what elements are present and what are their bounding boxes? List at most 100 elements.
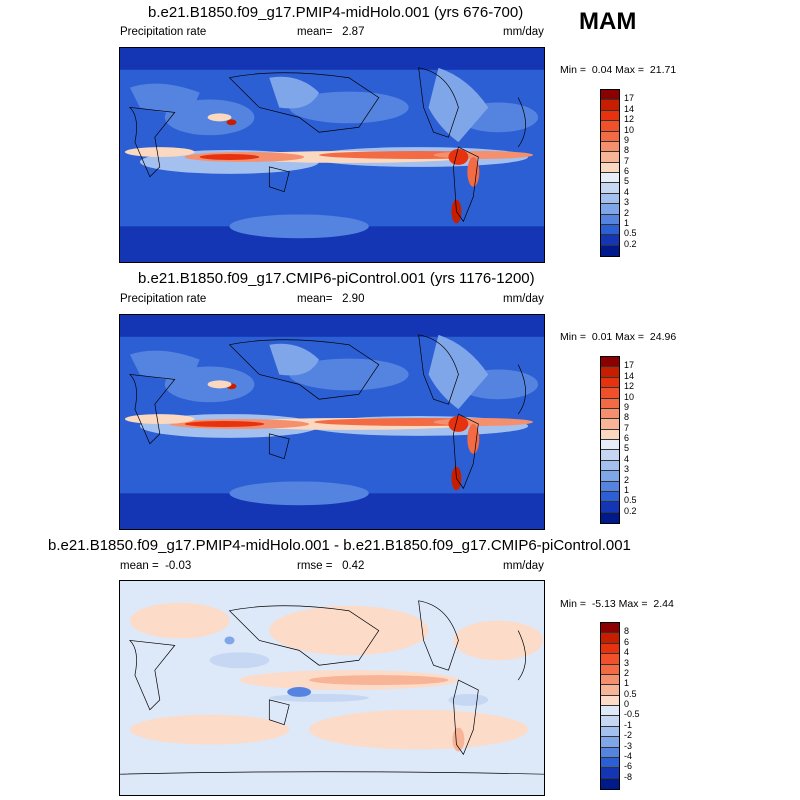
panel1-colorbar-swatch [601,193,619,205]
panel1-colorbar-tick-label: 9 [624,134,630,145]
panel1-colorbar-tick-label: 0.5 [624,228,637,239]
panel1-colorbar-swatch [601,141,619,153]
panel2-colorbar-swatch [601,512,619,523]
panel2-colorbar-swatch [601,377,619,389]
panel1-colorbar-tick-label: 1 [624,217,630,228]
panel3-colorbar-tick-label: -8 [624,771,633,782]
panel1-min-value: 0.04 [591,64,613,76]
panel3-max-value: 2.44 [653,598,674,610]
panel2-colorbar-tick-label: 1 [624,484,630,495]
panel1-colorbar-swatch [601,121,619,132]
panel1-colorbar-tick-label: 0.2 [624,238,637,249]
panel3-colorbar-tick-label: 2 [624,667,630,678]
panel2-precip-map [119,314,545,530]
panel2-min-label: Min = [560,331,586,343]
panel3-colorbar-swatch [601,654,619,665]
panel1-max-label: Max = [615,64,645,76]
panel2-colorbar-tick-label: 9 [624,401,630,412]
panel3-colorbar-tick-label: 1 [624,678,630,689]
panel1-colorbar-swatch [601,224,619,236]
panel3-mean-value: -0.03 [165,560,192,572]
panel2-colorbar-tick-label: 6 [624,433,630,443]
panel3-difference-map [119,580,545,796]
panel3-colorbar-tick-label: -3 [624,740,633,751]
panel2-colorbar-tick-label: 3 [624,464,630,475]
panel1-colorbar-swatch [601,204,619,215]
panel2-colorbar-swatch [601,491,619,503]
panel3-colorbar-swatch [601,685,619,696]
panel3-colorbar-tick-label: -2 [624,730,633,741]
panel3-colorbar-swatch [601,737,619,748]
panel2-colorbar-tick-label: 4 [624,453,630,464]
panel2-colorbar-swatch [601,450,619,461]
panel2-colorbar-swatch [601,440,619,451]
panel3-rmse: rmse = 0.42 [297,560,364,572]
panel3-rmse-label: rmse = [297,560,333,572]
panel1-min-label: Min = [560,64,586,76]
panel1-colorbar-swatch [601,173,619,184]
panel2-mean-value: 2.90 [342,293,365,305]
panel2-mean: mean= 2.90 [297,293,364,305]
panel2-colorbar-tick-label: 5 [624,443,630,454]
panel1-colorbar [600,89,620,257]
panel3-rmse-value: 0.42 [342,560,365,572]
panel3-colorbar-swatch [601,768,619,779]
panel1-colorbar-tick-label: 3 [624,197,630,208]
panel3-mean-label: mean = [120,560,159,572]
panel3-colorbar-swatch [601,695,619,706]
panel2-colorbar-tick-label: 0.2 [624,505,637,516]
panel3-colorbar-swatch [601,716,619,727]
panel1-mean-label: mean= [297,26,333,38]
panel3-colorbar-tick-label: 3 [624,657,630,668]
panel1-max-value: 21.71 [649,64,677,76]
panel2-colorbar-tick-label: 8 [624,412,630,423]
panel3-colorbar-swatch [601,778,619,789]
panel1-colorbar-swatch [601,131,619,142]
panel1-mean-value: 2.87 [342,26,365,38]
panel2-max-value: 24.96 [649,331,677,343]
panel1-title: b.e21.B1850.f09_g17.PMIP4-midHolo.001 (y… [148,4,524,21]
panel1-colorbar-tick-label: 12 [624,114,635,125]
panel2-colorbar-swatch [601,367,619,378]
panel1-colorbar-tick-label: 4 [624,186,630,197]
panel3-colorbar [600,622,620,790]
panel1-colorbar-swatch [601,245,619,256]
panel2-colorbar-tick-label: 10 [624,391,635,402]
panel2-minmax: Min = 0.01 Max = 24.96 [560,331,676,343]
panel3-map-graphic [120,581,544,795]
panel3-colorbar-swatch [601,747,619,758]
panel3-min-label: Min = [560,598,586,610]
panel2-colorbar [600,356,620,524]
panel2-title: b.e21.B1850.f09_g17.CMIP6-piControl.001 … [138,270,535,287]
panel2-colorbar-tick-label: 0.5 [624,495,637,506]
panel1-colorbar-swatch [601,162,619,173]
panel3-colorbar-swatch [601,633,619,644]
panel2-colorbar-swatch [601,398,619,409]
panel1-colorbar-tick-label: 8 [624,145,630,156]
panel1-map-graphic [120,48,544,262]
panel3-units: mm/day [503,560,544,572]
panel2-colorbar-tick-label: 17 [624,360,635,371]
panel2-colorbar-tick-label: 14 [624,370,635,381]
panel3-max-label: Max = [618,598,648,610]
panel3-colorbar-tick-label: -0.5 [624,709,640,720]
panel3-colorbar-swatch [601,706,619,717]
panel1-minmax: Min = 0.04 Max = 21.71 [560,64,676,76]
panel3-colorbar-tick-label: 4 [624,647,630,658]
panel3-colorbar-tick-label: 0.5 [624,688,637,699]
panel3-title: b.e21.B1850.f09_g17.PMIP4-midHolo.001 - … [48,537,631,554]
panel2-colorbar-swatch [601,502,619,513]
panel3-colorbar-swatch [601,664,619,675]
panel3-colorbar-tick-label: 6 [624,636,630,647]
panel1-colorbar-tick-label: 6 [624,166,630,176]
panel3-colorbar-swatch [601,674,619,686]
panel1-colorbar-tick-label: 7 [624,155,630,166]
panel1-colorbar-swatch [601,110,619,122]
panel3-colorbar-tick-label: -6 [624,761,633,772]
panel3-min-value: -5.13 [591,598,616,610]
panel2-colorbar-swatch [601,388,619,399]
panel1-mean: mean= 2.87 [297,26,364,38]
panel2-colorbar-tick-label: 7 [624,422,630,433]
panel2-colorbar-swatch [601,429,619,440]
panel2-colorbar-tick-label: 12 [624,381,635,392]
